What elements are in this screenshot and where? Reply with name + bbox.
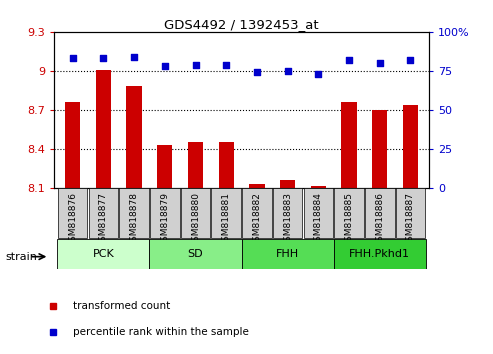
Bar (280, 180, 295, 188)
Text: SD: SD (188, 249, 203, 259)
Point (192, 62, 200, 67)
Point (407, 57, 415, 63)
Text: strain: strain (5, 252, 37, 262)
Point (283, 68, 291, 74)
Point (253, 69, 261, 75)
Bar (249, 184, 265, 188)
Text: GSM818887: GSM818887 (406, 192, 415, 247)
Bar (157, 145, 173, 188)
Point (345, 57, 353, 63)
Text: FHH.Pkhd1: FHH.Pkhd1 (349, 249, 410, 259)
Bar (403, 104, 418, 188)
FancyBboxPatch shape (242, 188, 272, 239)
Bar (188, 142, 203, 188)
Text: percentile rank within the sample: percentile rank within the sample (72, 327, 248, 337)
FancyBboxPatch shape (211, 188, 241, 239)
Text: GSM818882: GSM818882 (252, 192, 261, 247)
FancyBboxPatch shape (57, 239, 149, 269)
Text: GSM818877: GSM818877 (99, 192, 108, 247)
Text: GSM818876: GSM818876 (68, 192, 77, 247)
Point (161, 63, 169, 69)
Text: GSM818878: GSM818878 (130, 192, 139, 247)
FancyBboxPatch shape (242, 239, 334, 269)
Point (69, 56, 76, 61)
Text: GSM818883: GSM818883 (283, 192, 292, 247)
Point (130, 54, 138, 59)
FancyBboxPatch shape (365, 188, 394, 239)
FancyBboxPatch shape (89, 188, 118, 239)
Text: FHH: FHH (276, 249, 299, 259)
FancyBboxPatch shape (149, 239, 242, 269)
Bar (65, 102, 80, 188)
FancyBboxPatch shape (304, 188, 333, 239)
Point (376, 60, 384, 66)
Text: GSM818886: GSM818886 (375, 192, 384, 247)
Text: GSM818885: GSM818885 (345, 192, 353, 247)
FancyBboxPatch shape (334, 239, 426, 269)
Title: GDS4492 / 1392453_at: GDS4492 / 1392453_at (164, 18, 319, 31)
FancyBboxPatch shape (150, 188, 179, 239)
Text: GSM818879: GSM818879 (160, 192, 169, 247)
Bar (372, 110, 387, 188)
Text: transformed count: transformed count (72, 301, 170, 311)
Point (100, 56, 107, 61)
Text: GSM818880: GSM818880 (191, 192, 200, 247)
FancyBboxPatch shape (334, 188, 364, 239)
Text: PCK: PCK (93, 249, 114, 259)
Bar (311, 186, 326, 188)
FancyBboxPatch shape (396, 188, 425, 239)
Bar (218, 142, 234, 188)
Text: GSM818884: GSM818884 (314, 192, 323, 247)
Text: GSM818881: GSM818881 (222, 192, 231, 247)
FancyBboxPatch shape (119, 188, 149, 239)
Point (222, 62, 230, 67)
FancyBboxPatch shape (181, 188, 210, 239)
Point (315, 71, 322, 77)
FancyBboxPatch shape (273, 188, 302, 239)
Bar (96, 69, 111, 188)
FancyBboxPatch shape (58, 188, 87, 239)
Bar (126, 86, 142, 188)
Bar (341, 102, 357, 188)
